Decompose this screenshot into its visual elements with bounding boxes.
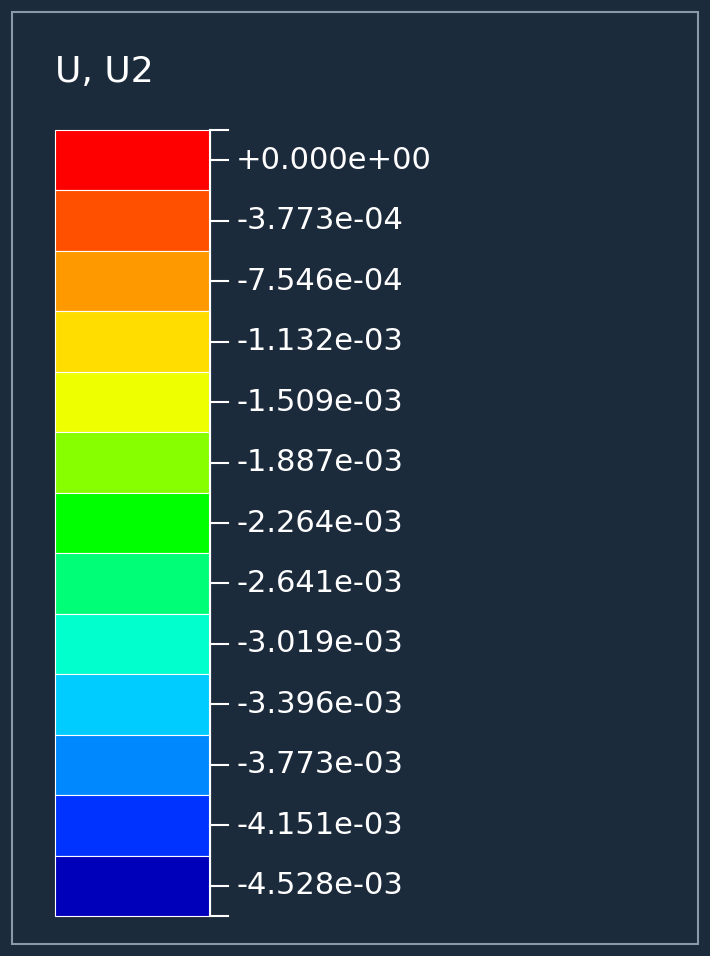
Text: +0.000e+00: +0.000e+00 <box>236 145 432 175</box>
Text: -3.773e-03: -3.773e-03 <box>236 750 403 779</box>
Text: -2.264e-03: -2.264e-03 <box>236 509 403 537</box>
Bar <box>55 432 210 492</box>
Text: -3.396e-03: -3.396e-03 <box>236 690 403 719</box>
Text: -1.887e-03: -1.887e-03 <box>236 448 403 477</box>
Text: -3.773e-04: -3.773e-04 <box>236 206 403 235</box>
Bar <box>55 554 210 614</box>
Bar <box>55 372 210 432</box>
Bar <box>55 130 210 190</box>
Bar <box>55 614 210 674</box>
Bar <box>55 492 210 554</box>
Text: -4.151e-03: -4.151e-03 <box>236 811 403 839</box>
Bar <box>55 856 210 916</box>
Bar <box>55 795 210 856</box>
Bar <box>55 674 210 734</box>
Text: U, U2: U, U2 <box>55 55 154 89</box>
Bar <box>55 250 210 312</box>
Text: -7.546e-04: -7.546e-04 <box>236 267 403 295</box>
Text: -4.528e-03: -4.528e-03 <box>236 871 403 901</box>
Bar <box>55 190 210 250</box>
Bar <box>55 734 210 795</box>
Text: -2.641e-03: -2.641e-03 <box>236 569 403 598</box>
Text: -1.132e-03: -1.132e-03 <box>236 327 403 357</box>
Text: -3.019e-03: -3.019e-03 <box>236 629 403 659</box>
Bar <box>55 312 210 372</box>
Text: -1.509e-03: -1.509e-03 <box>236 387 403 417</box>
